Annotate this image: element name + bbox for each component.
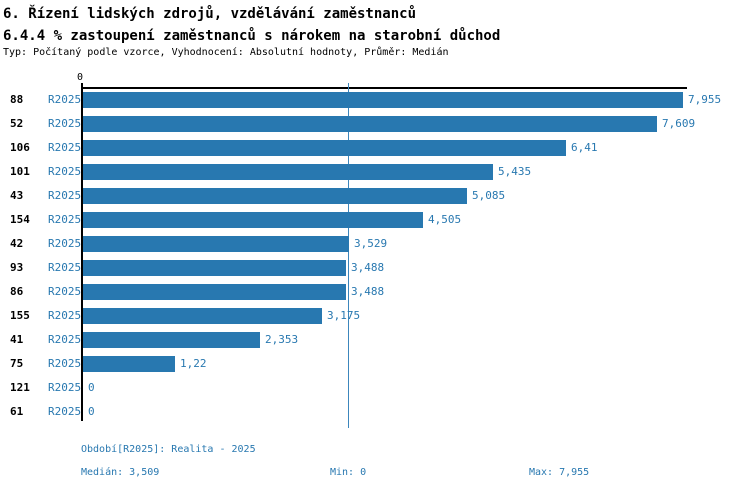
row-period-label: R2025 (48, 309, 82, 322)
bar-value-label: 0 (88, 381, 95, 394)
row-period-label: R2025 (48, 189, 82, 202)
row-category-label: 41 (10, 333, 24, 346)
indicator-meta-line: Typ: Počítaný podle vzorce, Vyhodnocení:… (3, 47, 449, 58)
bar-value-label: 3,488 (351, 285, 385, 298)
row-period-label: R2025 (48, 141, 82, 154)
bar (83, 140, 566, 156)
chart-row: 101 R2025 5,435 (0, 164, 750, 180)
row-category-label: 86 (10, 285, 24, 298)
row-category-label: 42 (10, 237, 24, 250)
bar (83, 212, 423, 228)
chart-row: 43 R2025 5,085 (0, 188, 750, 204)
chart-row: 88 R2025 7,955 (0, 92, 750, 108)
row-category-label: 106 (10, 141, 30, 154)
chart-row: 155 R2025 3,175 (0, 308, 750, 324)
report-section-title: 6. Řízení lidských zdrojů, vzdělávání za… (3, 6, 417, 22)
row-period-label: R2025 (48, 93, 82, 106)
bar (83, 116, 657, 132)
bar (83, 284, 346, 300)
chart-row: 106 R2025 6,41 (0, 140, 750, 156)
chart-row: 61 R2025 0 (0, 404, 750, 420)
bar (83, 332, 260, 348)
row-category-label: 43 (10, 189, 24, 202)
row-period-label: R2025 (48, 405, 82, 418)
row-category-label: 121 (10, 381, 30, 394)
bar (83, 260, 346, 276)
row-period-label: R2025 (48, 357, 82, 370)
bar-value-label: 3,529 (354, 237, 388, 250)
row-period-label: R2025 (48, 381, 82, 394)
bar-value-label: 7,609 (662, 117, 696, 130)
chart-row: 93 R2025 3,488 (0, 260, 750, 276)
category-axis-line (81, 83, 83, 421)
chart-row: 75 R2025 1,22 (0, 356, 750, 372)
row-category-label: 93 (10, 261, 24, 274)
indicator-title: 6.4.4 % zastoupení zaměstnanců s nárokem… (3, 28, 501, 44)
value-axis-line (82, 87, 687, 89)
row-period-label: R2025 (48, 117, 82, 130)
bar-value-label: 0 (88, 405, 95, 418)
chart-row: 154 R2025 4,505 (0, 212, 750, 228)
chart-row: 86 R2025 3,488 (0, 284, 750, 300)
row-period-label: R2025 (48, 237, 82, 250)
bar (83, 356, 175, 372)
row-period-label: R2025 (48, 165, 82, 178)
chart-row: 52 R2025 7,609 (0, 116, 750, 132)
row-category-label: 88 (10, 93, 24, 106)
bar (83, 164, 493, 180)
row-category-label: 61 (10, 405, 24, 418)
row-category-label: 75 (10, 357, 24, 370)
horizontal-bar-chart: 0 88 R2025 7,955 52 R2025 7,609 106 R2025 6,41 10… (0, 72, 750, 428)
bar-value-label: 5,435 (498, 165, 532, 178)
row-category-label: 154 (10, 213, 30, 226)
bar-value-label: 3,488 (351, 261, 385, 274)
row-period-label: R2025 (48, 261, 82, 274)
row-period-label: R2025 (48, 213, 82, 226)
row-category-label: 101 (10, 165, 30, 178)
bar (83, 236, 349, 252)
row-category-label: 155 (10, 309, 30, 322)
chart-row: 121 R2025 0 (0, 380, 750, 396)
footer-max-value: Max: 7,955 (529, 467, 590, 478)
row-period-label: R2025 (48, 285, 82, 298)
bar-value-label: 6,41 (571, 141, 598, 154)
bar (83, 308, 322, 324)
bar-value-label: 3,175 (327, 309, 361, 322)
chart-row: 42 R2025 3,529 (0, 236, 750, 252)
bar-value-label: 7,955 (688, 93, 722, 106)
bar-value-label: 5,085 (472, 189, 506, 202)
bar-value-label: 1,22 (180, 357, 207, 370)
footer-min-value: Min: 0 (330, 467, 367, 478)
value-axis-zero-label: 0 (77, 72, 84, 83)
bar-value-label: 2,353 (265, 333, 299, 346)
footer-period-label: Období[R2025]: Realita - 2025 (81, 444, 256, 455)
row-period-label: R2025 (48, 333, 82, 346)
row-category-label: 52 (10, 117, 24, 130)
median-reference-line (348, 83, 349, 428)
bar-value-label: 4,505 (428, 213, 462, 226)
bar (83, 92, 683, 108)
footer-median-value: Medián: 3,509 (81, 467, 160, 478)
chart-row: 41 R2025 2,353 (0, 332, 750, 348)
bar (83, 188, 467, 204)
